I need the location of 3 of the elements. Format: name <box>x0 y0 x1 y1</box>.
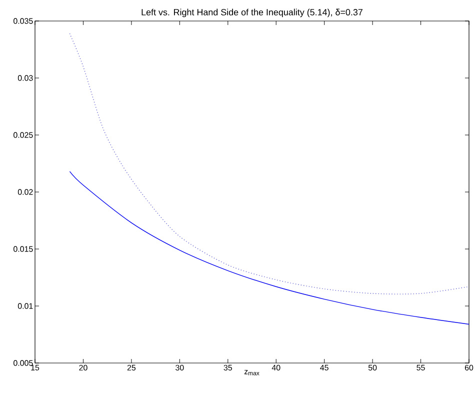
line-series <box>69 171 470 325</box>
line-series <box>69 33 470 294</box>
chart-title: Left vs. Right Hand Side of the Inequality (5.14), δ=0.37 <box>142 8 362 18</box>
